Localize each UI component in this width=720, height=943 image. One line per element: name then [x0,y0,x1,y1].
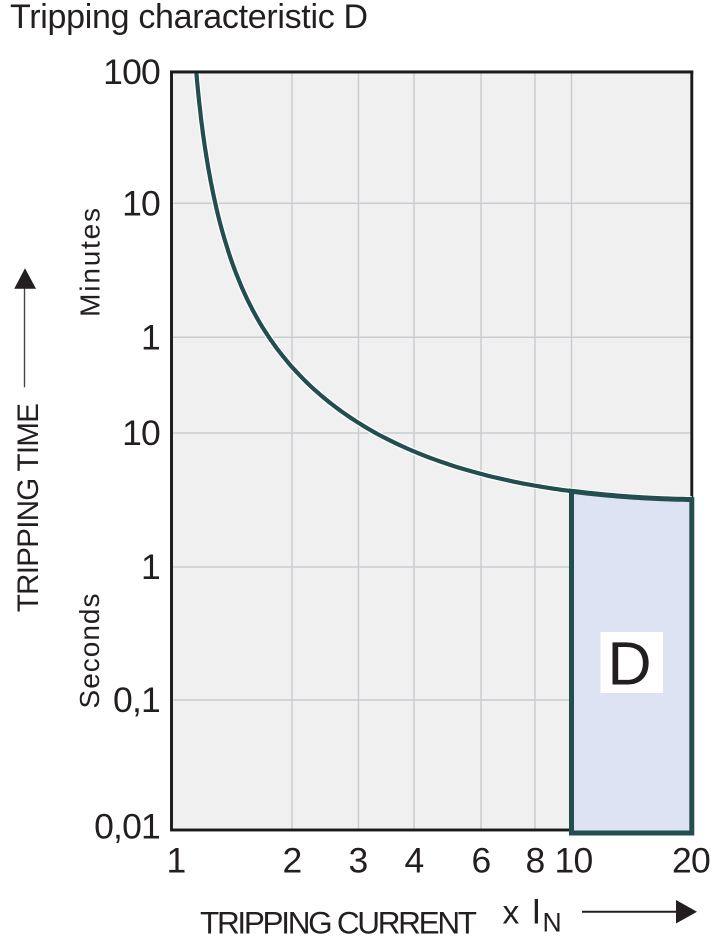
svg-text:TRIPPING CURRENT: TRIPPING CURRENT [200,905,477,941]
svg-text:10: 10 [555,840,593,880]
svg-text:3: 3 [349,840,368,880]
svg-text:TRIPPING TIME: TRIPPING TIME [12,404,45,612]
svg-text:1: 1 [141,318,160,358]
svg-text:N: N [543,908,562,938]
svg-text:x: x [503,895,520,932]
svg-text:100: 100 [103,52,160,92]
svg-text:0,1: 0,1 [113,680,160,720]
svg-text:I: I [532,893,542,932]
svg-text:1: 1 [167,840,186,880]
svg-text:Tripping characteristic D: Tripping characteristic D [10,0,368,36]
svg-text:D: D [608,630,652,698]
svg-text:8: 8 [526,840,545,880]
svg-text:Minutes: Minutes [75,206,106,317]
svg-text:Seconds: Seconds [74,593,105,709]
svg-text:1: 1 [141,547,160,587]
svg-text:10: 10 [122,184,160,224]
svg-text:2: 2 [283,840,302,880]
svg-text:10: 10 [122,413,160,453]
svg-text:6: 6 [472,840,491,880]
svg-text:4: 4 [405,840,424,880]
svg-text:0,01: 0,01 [94,807,160,847]
svg-text:20: 20 [672,840,710,880]
